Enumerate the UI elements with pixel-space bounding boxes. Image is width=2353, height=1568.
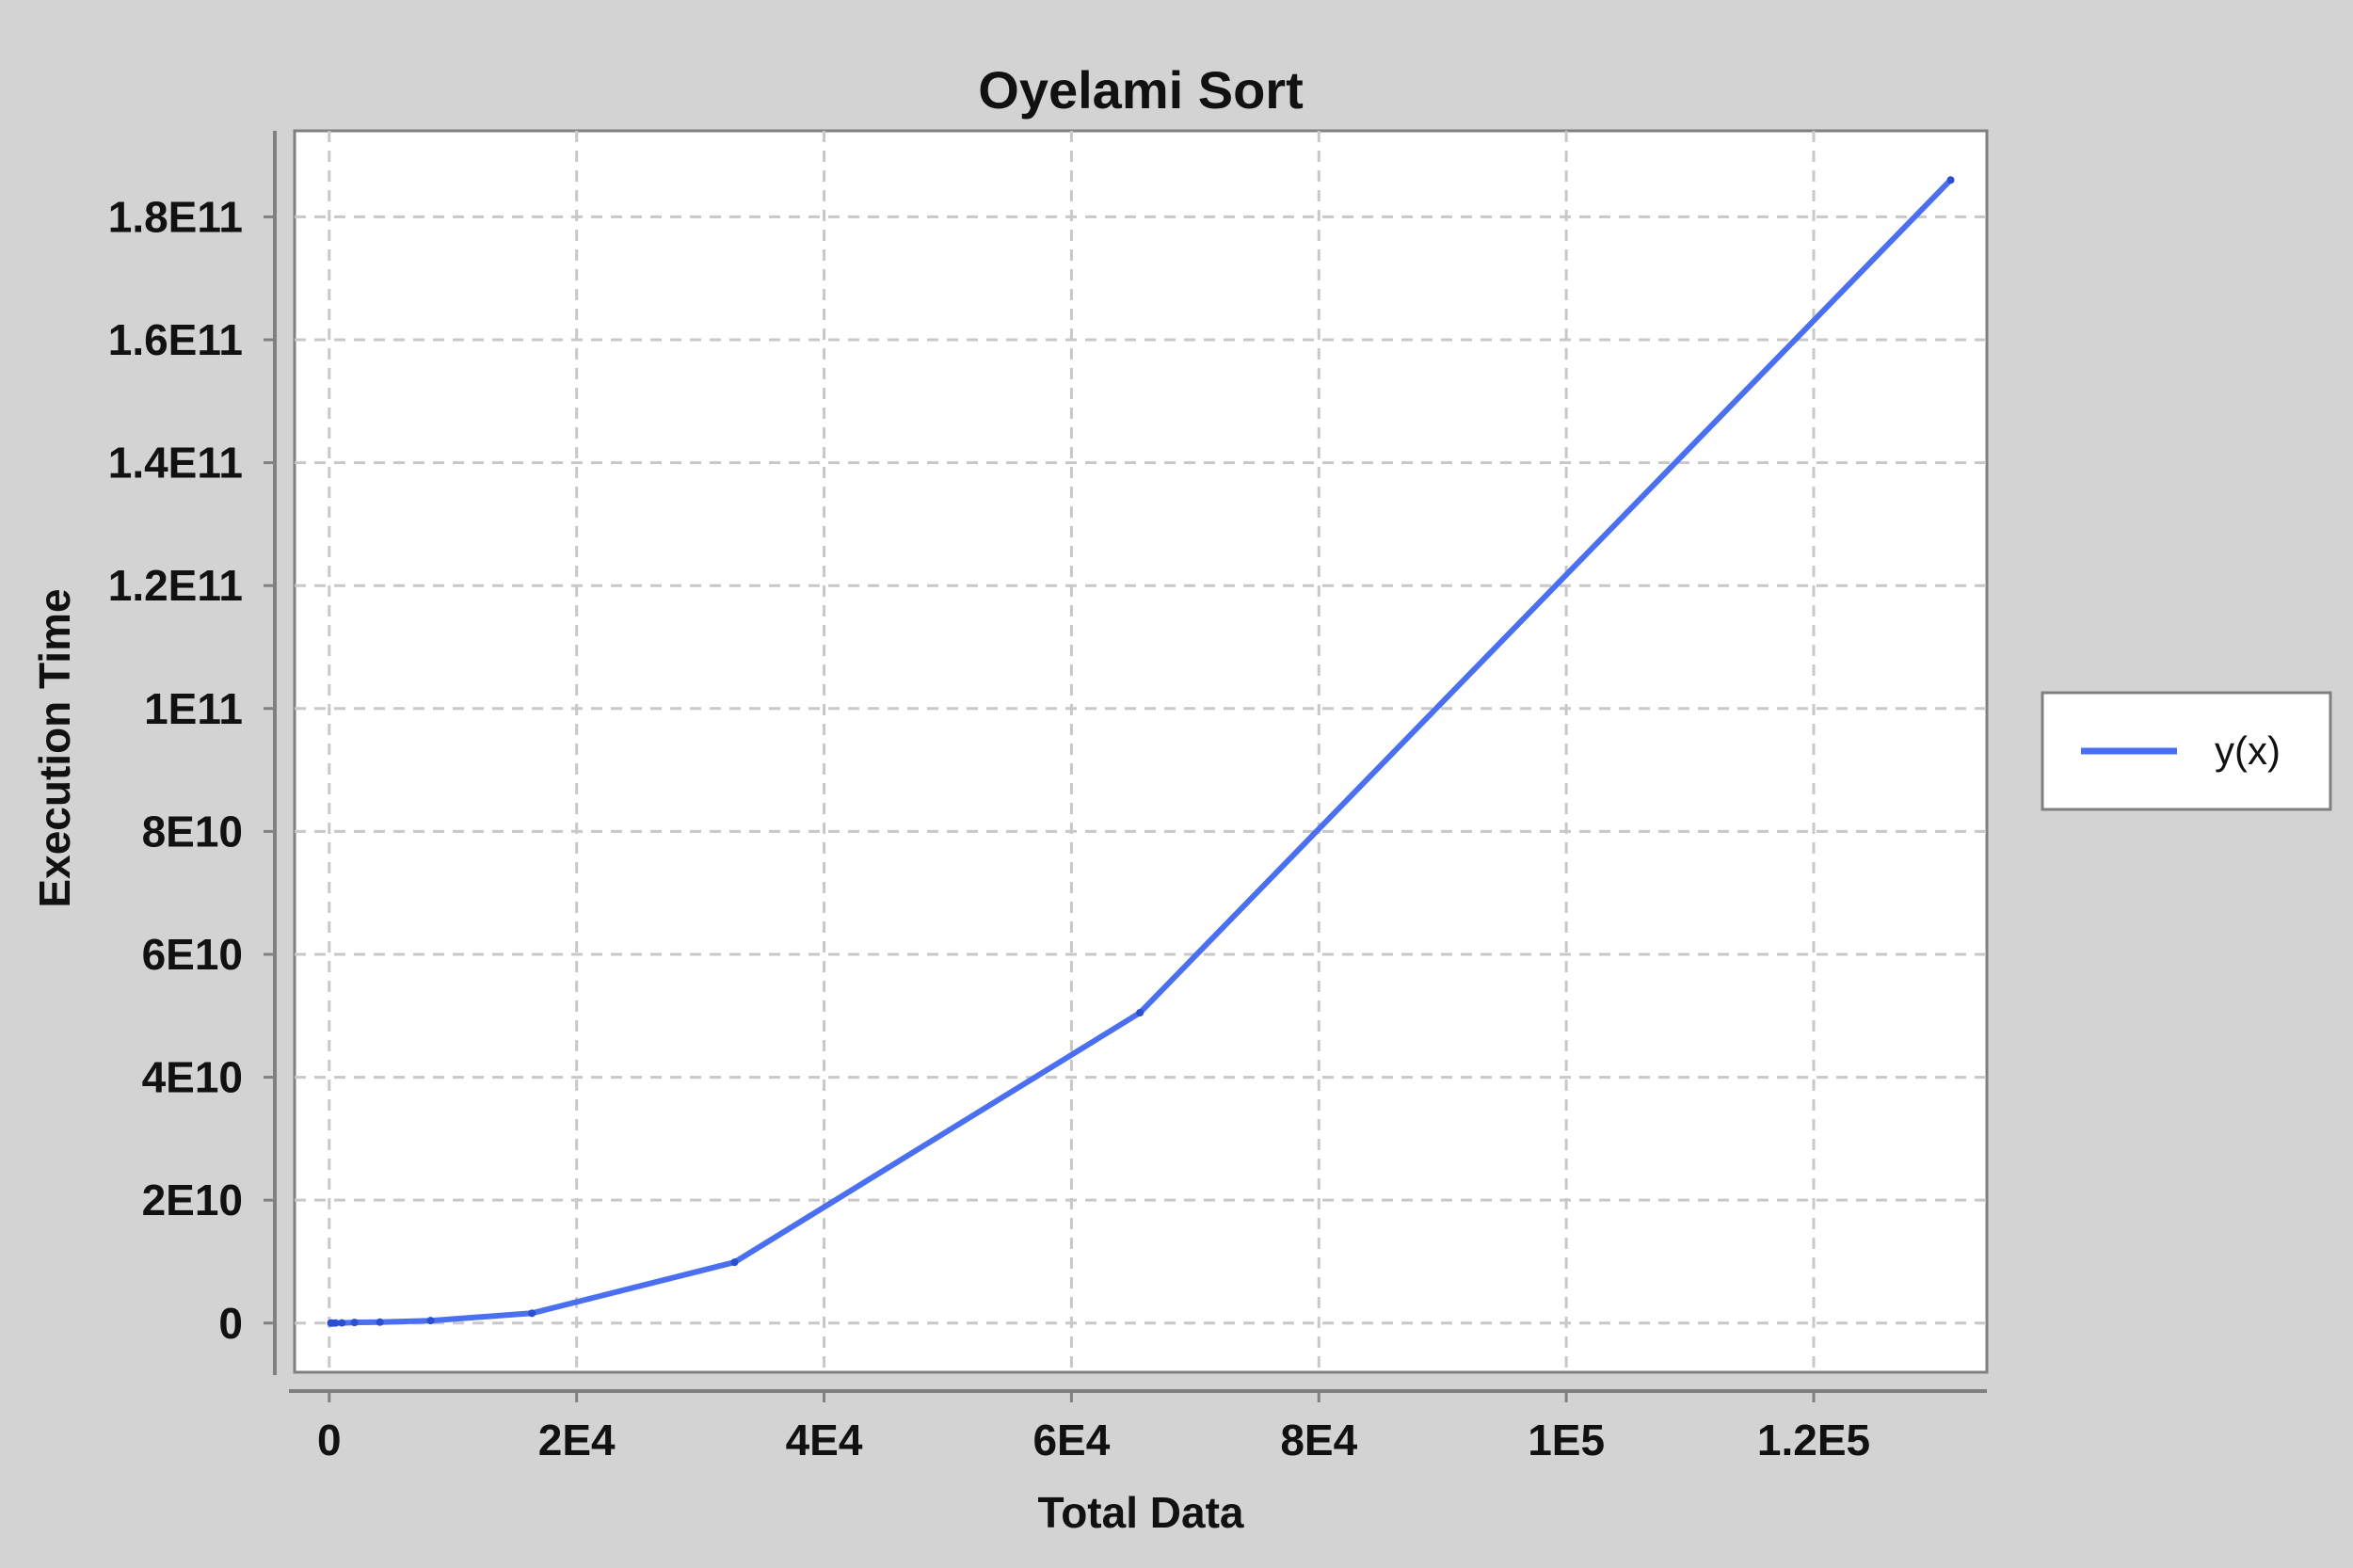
y-tick-label: 1.8E11 — [108, 192, 243, 241]
gridlines — [295, 131, 1987, 1372]
y-axis-title: Execution Time — [30, 588, 79, 907]
series-layer — [327, 176, 1955, 1327]
x-tick-label: 1.2E5 — [1757, 1416, 1870, 1464]
chart-title: Oyelami Sort — [978, 60, 1303, 120]
y-tick-label: 1.2E11 — [108, 561, 243, 610]
y-tick-label: 1.4E11 — [108, 439, 243, 488]
y-tick-label: 8E10 — [142, 807, 243, 856]
data-point — [331, 1319, 340, 1327]
data-point — [350, 1319, 359, 1327]
x-tick-label: 6E4 — [1032, 1416, 1110, 1464]
plot-area — [293, 129, 1989, 1374]
data-point — [528, 1309, 536, 1318]
y-tick-label: 2E10 — [142, 1176, 243, 1224]
axis-ticks: 0 2E4 4E4 6E4 8E4 1E5 1.2E5 0 2E10 4E10 6E10 8E10 1E… — [108, 192, 1870, 1464]
x-axis-title: Total Data — [1038, 1488, 1244, 1537]
y-tick-label: 4E10 — [142, 1053, 243, 1102]
y-tick-label: 0 — [218, 1299, 243, 1348]
legend: y(x) — [2041, 691, 2332, 811]
data-point — [426, 1317, 435, 1325]
data-point — [376, 1318, 384, 1326]
y-tick-label: 1E11 — [144, 684, 243, 733]
data-point — [730, 1258, 739, 1267]
x-tick-label: 4E4 — [786, 1416, 863, 1464]
y-tick-label: 1.6E11 — [108, 315, 243, 364]
data-point — [1136, 1009, 1144, 1017]
y-tick-label: 6E10 — [142, 930, 243, 979]
legend-label-y-x: y(x) — [2215, 728, 2281, 773]
data-point — [1946, 176, 1955, 184]
x-tick-label: 0 — [317, 1416, 342, 1464]
x-tick-label: 1E5 — [1528, 1416, 1605, 1464]
x-tick-label: 8E4 — [1280, 1416, 1357, 1464]
data-point — [338, 1319, 346, 1327]
x-tick-label: 2E4 — [538, 1416, 616, 1464]
